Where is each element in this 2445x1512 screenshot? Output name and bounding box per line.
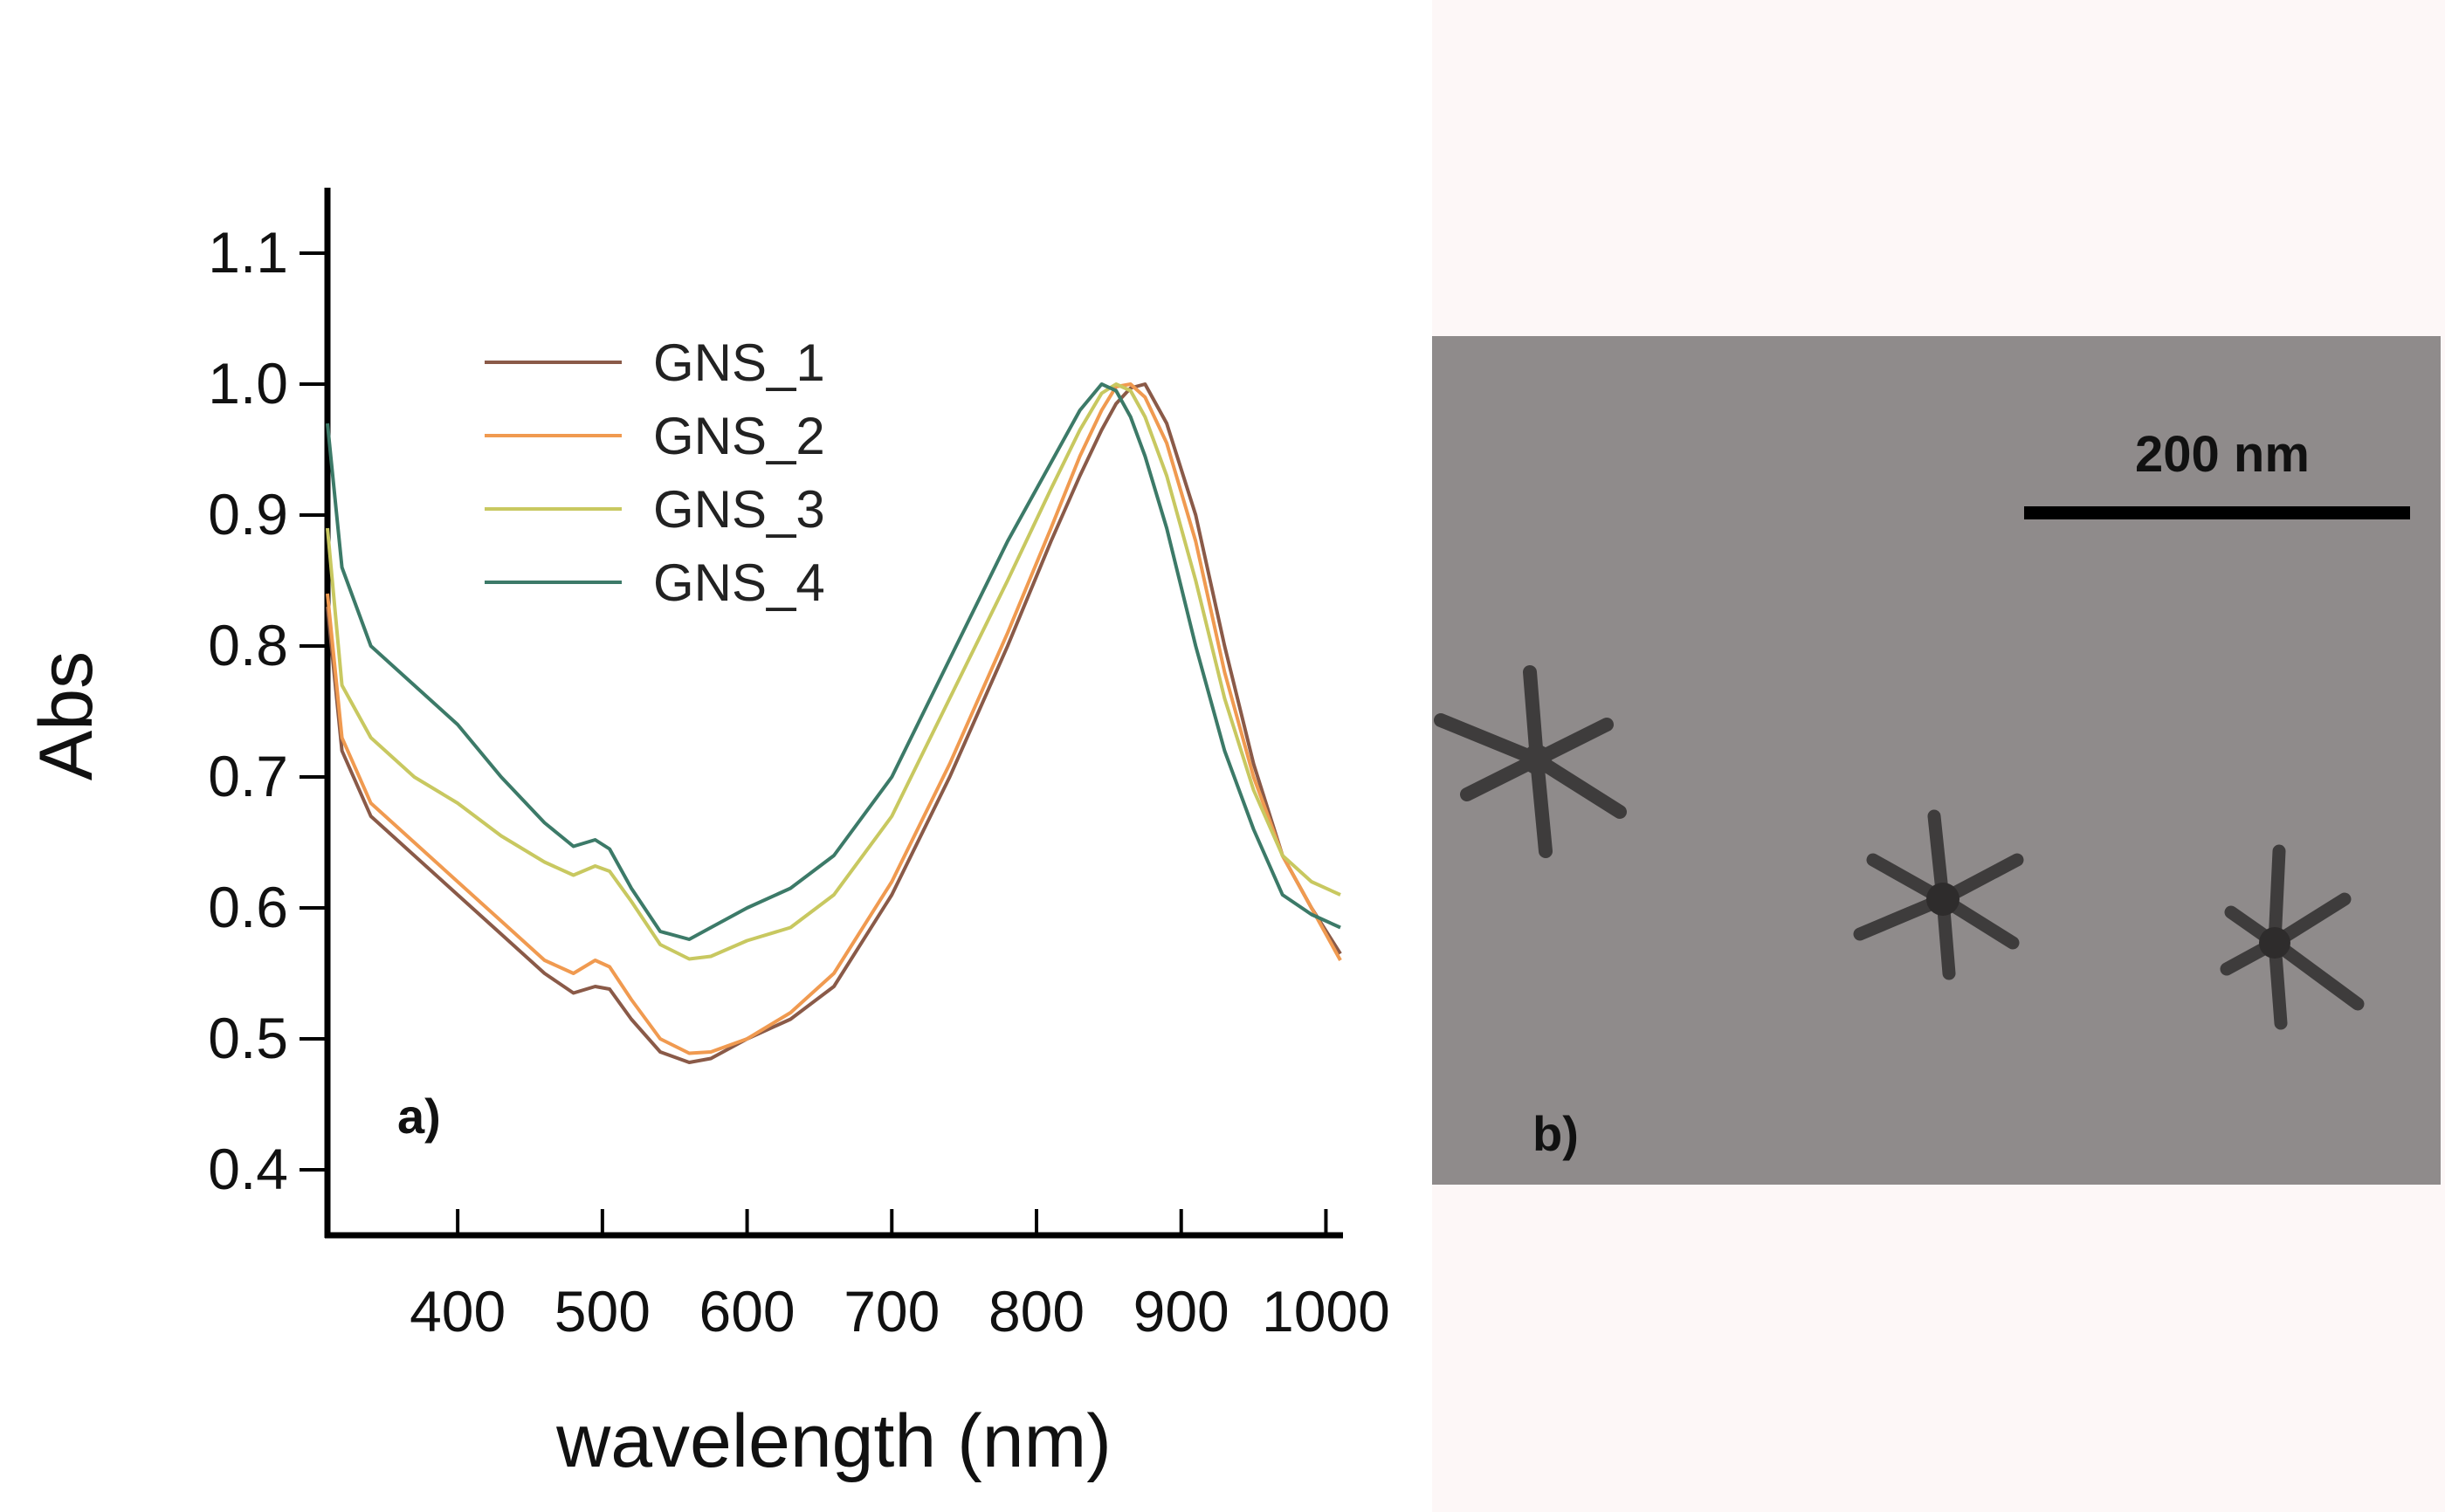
legend: GNS_1 GNS_2 GNS_3 GNS_4 xyxy=(485,333,825,612)
y-axis-title: Abs xyxy=(24,651,108,780)
x-tick-label: 400 xyxy=(410,1279,506,1344)
x-tick-label: 500 xyxy=(554,1279,651,1344)
nanostar-particle xyxy=(1434,665,1627,858)
y-tick-label: 0.8 xyxy=(208,613,288,677)
series-line-gns-3 xyxy=(326,382,1341,961)
scale-bar-label: 200 nm xyxy=(2135,426,2310,483)
nanostar-particle xyxy=(2220,844,2365,1030)
spectra-chart: 0.4 0.5 0.6 0.7 0.8 0.9 1.0 1.1 400 500 600 700 800… xyxy=(24,188,1390,1483)
nanostar-particle xyxy=(1853,809,2024,980)
y-tick-label: 0.5 xyxy=(208,1006,288,1070)
x-tick-label: 800 xyxy=(988,1279,1085,1344)
x-tick-label: 1000 xyxy=(1262,1279,1390,1344)
x-ticks: 400 500 600 700 800 900 1000 xyxy=(410,1209,1390,1344)
x-tick-label: 600 xyxy=(699,1279,795,1344)
series-line-gns-4 xyxy=(326,382,1341,941)
tem-micrograph: 200 nm b) xyxy=(1432,0,2445,1512)
micrograph-image xyxy=(1432,336,2441,1185)
y-tick-label: 0.4 xyxy=(208,1137,288,1201)
scale-bar xyxy=(2024,506,2410,519)
x-tick-label: 700 xyxy=(844,1279,940,1344)
y-tick-label: 0.7 xyxy=(208,744,288,808)
y-tick-label: 0.6 xyxy=(208,875,288,939)
legend-label: GNS_1 xyxy=(653,333,825,392)
y-tick-label: 0.9 xyxy=(208,482,288,546)
series-line-gns-1 xyxy=(326,382,1342,1064)
panel-a-label: a) xyxy=(397,1089,441,1144)
legend-label: GNS_2 xyxy=(653,407,825,465)
legend-label: GNS_4 xyxy=(653,553,825,612)
y-tick-label: 1.1 xyxy=(208,220,288,285)
y-tick-label: 1.0 xyxy=(208,351,288,416)
series-lines xyxy=(326,382,1342,1064)
y-ticks: 0.4 0.5 0.6 0.7 0.8 0.9 1.0 1.1 xyxy=(208,220,327,1201)
x-axis-title: wavelength (nm) xyxy=(555,1399,1112,1483)
legend-label: GNS_3 xyxy=(653,480,825,539)
x-tick-label: 900 xyxy=(1133,1279,1229,1344)
panel-b-label: b) xyxy=(1532,1106,1579,1161)
series-line-gns-2 xyxy=(326,382,1342,1055)
